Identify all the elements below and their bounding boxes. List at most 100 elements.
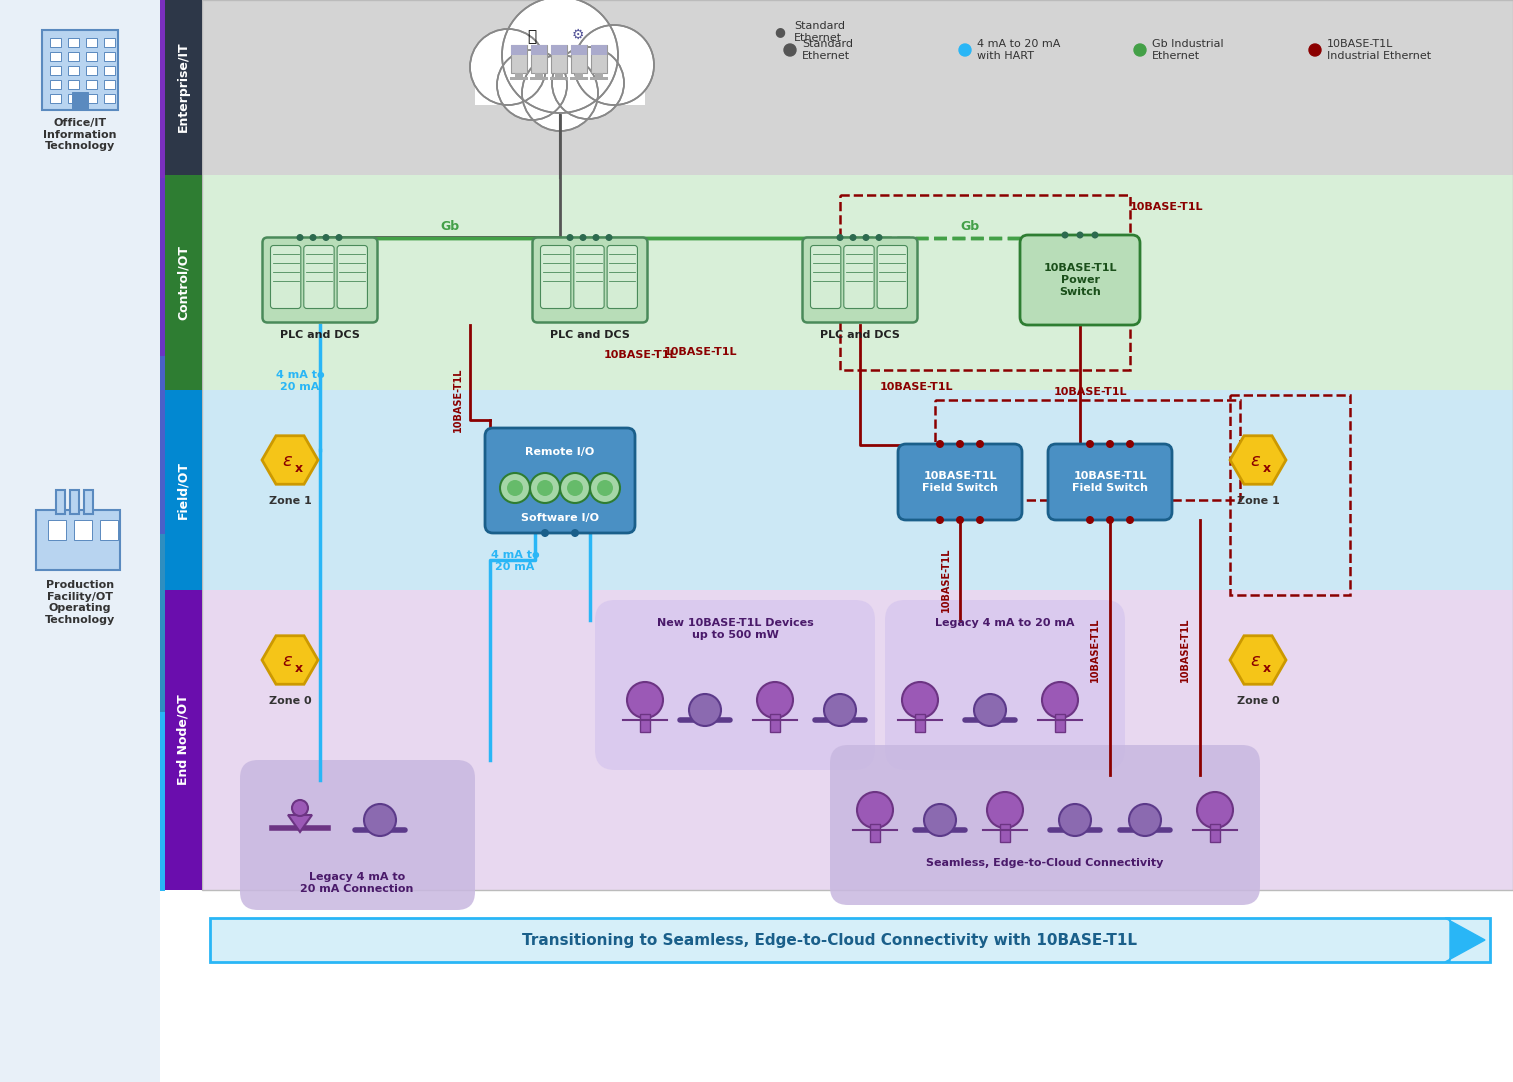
- Bar: [68, 38, 79, 47]
- Bar: [840, 195, 1130, 370]
- Text: End Node/OT: End Node/OT: [177, 695, 189, 786]
- Bar: [86, 38, 97, 47]
- Circle shape: [336, 234, 342, 241]
- FancyBboxPatch shape: [262, 238, 378, 322]
- Text: 10BASE-T1L: 10BASE-T1L: [604, 349, 676, 360]
- Bar: [1230, 395, 1350, 595]
- Bar: [56, 490, 65, 514]
- Circle shape: [937, 440, 944, 448]
- Bar: [165, 590, 203, 890]
- Bar: [165, 0, 203, 175]
- Bar: [1000, 824, 1011, 842]
- Bar: [68, 94, 79, 103]
- Text: x: x: [295, 661, 303, 674]
- Bar: [551, 77, 567, 80]
- Circle shape: [605, 234, 613, 241]
- Circle shape: [1106, 440, 1114, 448]
- Polygon shape: [287, 815, 312, 832]
- Circle shape: [542, 529, 549, 537]
- Circle shape: [566, 234, 573, 241]
- Bar: [165, 175, 203, 390]
- Circle shape: [756, 682, 793, 718]
- Bar: [50, 52, 61, 61]
- Circle shape: [959, 44, 971, 56]
- Bar: [104, 80, 115, 89]
- FancyBboxPatch shape: [486, 428, 635, 533]
- Bar: [68, 80, 79, 89]
- FancyBboxPatch shape: [802, 238, 917, 322]
- Circle shape: [924, 804, 956, 836]
- Bar: [203, 390, 1513, 590]
- Bar: [165, 390, 203, 590]
- Circle shape: [496, 50, 567, 120]
- Circle shape: [876, 234, 882, 241]
- FancyArrow shape: [1445, 918, 1484, 962]
- Bar: [74, 520, 92, 540]
- Text: Zone 0: Zone 0: [269, 696, 312, 705]
- Bar: [1210, 824, 1219, 842]
- Bar: [1055, 714, 1065, 733]
- Bar: [475, 65, 645, 105]
- Circle shape: [365, 804, 396, 836]
- Text: ⚙: ⚙: [572, 28, 584, 42]
- Text: 10BASE-T1L: 10BASE-T1L: [452, 368, 463, 432]
- Bar: [570, 45, 587, 72]
- Text: Transitioning to Seamless, Edge-to-Cloud Connectivity with 10BASE-T1L: Transitioning to Seamless, Edge-to-Cloud…: [522, 933, 1138, 948]
- Circle shape: [1062, 232, 1068, 238]
- Circle shape: [1086, 516, 1094, 524]
- Bar: [86, 66, 97, 75]
- Bar: [104, 66, 115, 75]
- Text: New 10BASE-T1L Devices
up to 500 mW: New 10BASE-T1L Devices up to 500 mW: [657, 618, 814, 639]
- Circle shape: [1309, 44, 1321, 56]
- Circle shape: [626, 682, 663, 718]
- Circle shape: [902, 682, 938, 718]
- Circle shape: [310, 234, 316, 241]
- FancyBboxPatch shape: [831, 745, 1260, 905]
- Bar: [100, 520, 118, 540]
- Text: Enterprise/IT: Enterprise/IT: [177, 42, 189, 132]
- Bar: [983, 702, 996, 718]
- Circle shape: [976, 440, 983, 448]
- Circle shape: [530, 473, 560, 503]
- Bar: [595, 72, 604, 78]
- Circle shape: [856, 792, 893, 828]
- Bar: [570, 77, 589, 80]
- FancyBboxPatch shape: [885, 601, 1126, 770]
- Circle shape: [502, 0, 617, 113]
- FancyBboxPatch shape: [844, 246, 875, 308]
- Circle shape: [567, 480, 583, 496]
- Text: Legacy 4 mA to
20 mA Connection: Legacy 4 mA to 20 mA Connection: [300, 872, 413, 894]
- Circle shape: [862, 234, 870, 241]
- Bar: [160, 535, 165, 713]
- Text: x: x: [1263, 462, 1271, 475]
- Bar: [86, 52, 97, 61]
- Bar: [104, 94, 115, 103]
- Text: Gb: Gb: [961, 220, 979, 233]
- Text: 10BASE-T1L: 10BASE-T1L: [1089, 618, 1100, 683]
- Text: PLC and DCS: PLC and DCS: [820, 330, 900, 341]
- Bar: [590, 77, 608, 80]
- Text: 4 mA to 20 mA
with HART: 4 mA to 20 mA with HART: [977, 39, 1061, 61]
- FancyBboxPatch shape: [1020, 235, 1139, 325]
- Circle shape: [573, 25, 654, 105]
- Bar: [834, 702, 846, 718]
- Text: 10BASE-T1L
Field Switch: 10BASE-T1L Field Switch: [921, 471, 999, 492]
- Bar: [68, 52, 79, 61]
- Bar: [555, 72, 563, 78]
- FancyBboxPatch shape: [899, 444, 1021, 520]
- Circle shape: [976, 516, 983, 524]
- Text: 10BASE-T1L
Field Switch: 10BASE-T1L Field Switch: [1073, 471, 1148, 492]
- Bar: [536, 72, 543, 78]
- Bar: [640, 714, 651, 733]
- Bar: [160, 179, 165, 357]
- Bar: [203, 0, 1513, 890]
- Text: $\varepsilon$: $\varepsilon$: [283, 652, 294, 670]
- Bar: [770, 714, 781, 733]
- Text: Control/OT: Control/OT: [177, 245, 189, 319]
- Text: Gb Industrial
Ethernet: Gb Industrial Ethernet: [1151, 39, 1224, 61]
- Text: 10BASE-T1L: 10BASE-T1L: [1053, 387, 1127, 397]
- Bar: [50, 94, 61, 103]
- Bar: [104, 38, 115, 47]
- Text: 10BASE-T1L
Industrial Ethernet: 10BASE-T1L Industrial Ethernet: [1327, 39, 1431, 61]
- FancyBboxPatch shape: [337, 246, 368, 308]
